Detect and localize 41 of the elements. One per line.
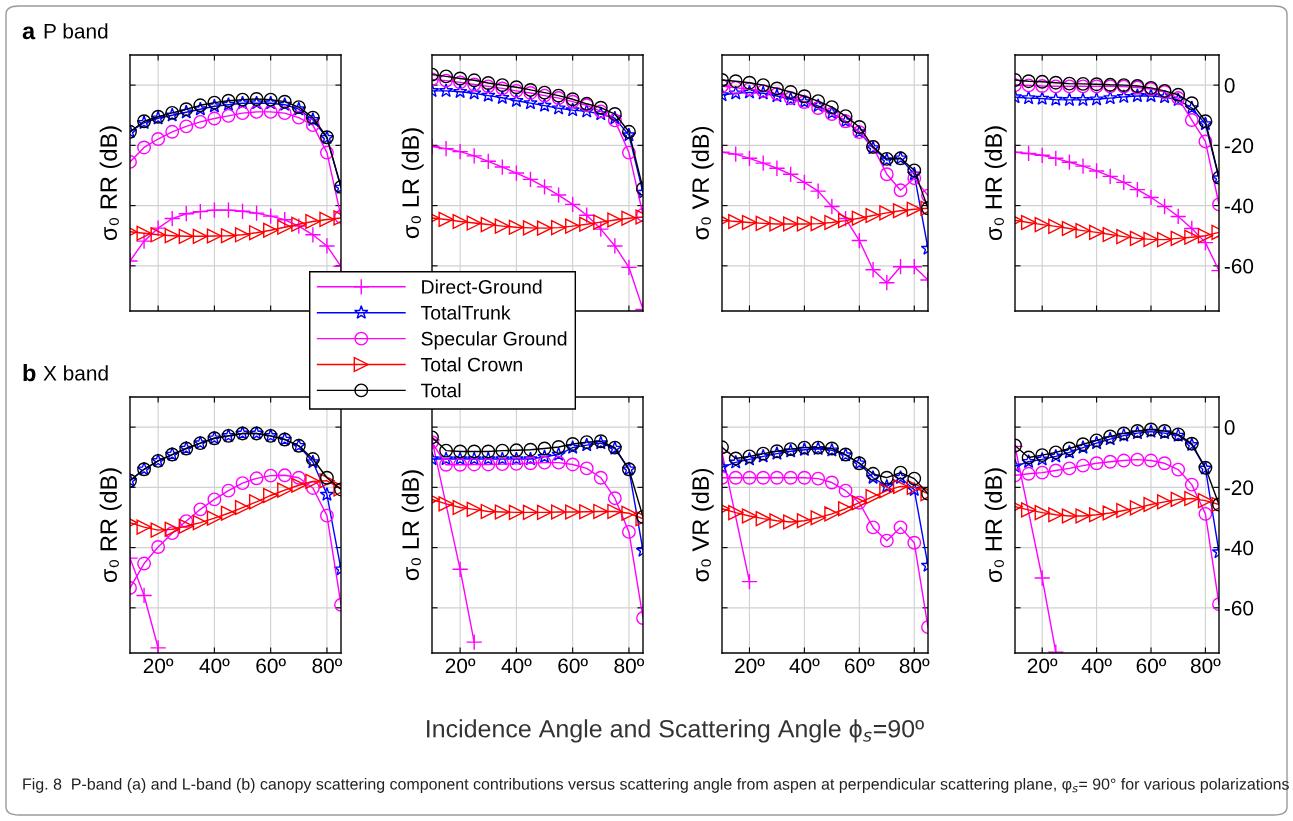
x-axis-title: Incidence Angle and Scattering Angle ϕ$_{s}$=90º bbox=[427, 719, 924, 743]
x-tick-label: 80º bbox=[1190, 658, 1221, 674]
y-tick-label: -40 bbox=[1224, 198, 1254, 214]
x-tick-label: 60º bbox=[845, 658, 875, 674]
x-tick-label: 20º bbox=[445, 658, 476, 674]
x-tick-label: 80º bbox=[312, 658, 343, 674]
legend-label: Total Crown bbox=[420, 357, 522, 372]
x-tick-label: 80º bbox=[899, 658, 930, 674]
x-tick-label: 40º bbox=[1081, 658, 1112, 674]
x-tick-label: 40º bbox=[199, 658, 230, 674]
chart-title: a P band bbox=[22, 23, 108, 40]
y-tick-label: -60 bbox=[1224, 600, 1254, 616]
legend-label: Total bbox=[420, 383, 461, 398]
y-axis-title: σ₀ HR (dB) bbox=[984, 468, 1007, 583]
x-tick-label: 20º bbox=[1027, 658, 1058, 674]
x-tick-label: 60º bbox=[1136, 658, 1167, 674]
x-tick-label: 60º bbox=[558, 658, 588, 674]
chart-title: b X band bbox=[23, 363, 108, 382]
y-axis-title: σ₀ RR (dB) bbox=[99, 468, 122, 583]
y-axis-title: σ₀ VR (dB) bbox=[691, 469, 714, 582]
y-tick-label: -20 bbox=[1224, 138, 1254, 154]
x-tick-label: 80º bbox=[614, 658, 645, 674]
y-tick-label: 0 bbox=[1224, 78, 1235, 93]
y-tick-label: -60 bbox=[1224, 258, 1254, 274]
y-axis-title: σ₀ VR (dB) bbox=[691, 127, 714, 240]
x-tick-label: 40º bbox=[789, 658, 820, 674]
y-tick-label: -40 bbox=[1224, 540, 1254, 556]
legend-label: Specular Ground bbox=[421, 331, 567, 350]
x-tick-label: 60º bbox=[256, 658, 286, 674]
x-tick-label: 40º bbox=[501, 658, 532, 674]
y-tick-label: 0 bbox=[1224, 420, 1235, 435]
y-tick-label: -20 bbox=[1224, 480, 1254, 496]
x-tick-label: 20º bbox=[143, 658, 174, 674]
y-axis-title: σ₀ RR (dB) bbox=[99, 126, 122, 241]
legend-label: Direct-Ground bbox=[422, 279, 542, 294]
y-axis-title: σ₀ LR (dB) bbox=[401, 128, 424, 239]
y-axis-title: σ₀ HR (dB) bbox=[984, 126, 1007, 241]
x-tick-label: 20º bbox=[735, 658, 765, 674]
legend-label: TotalTrunk bbox=[420, 305, 511, 320]
y-axis-title: σ₀ LR (dB) bbox=[401, 470, 424, 581]
caption: Fig. 8 P-band (a) and L-band (b) canopy scattering component contributions versus scattering angle from aspen at perpendicular scattering plane, φ$_{s}$= 90° for various polarizations bbox=[23, 778, 1289, 793]
